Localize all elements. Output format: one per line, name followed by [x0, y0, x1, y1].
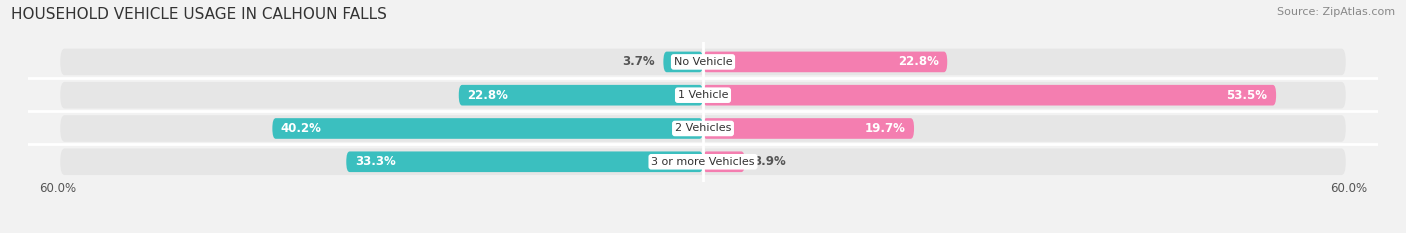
Text: 3.9%: 3.9% [754, 155, 786, 168]
FancyBboxPatch shape [703, 51, 948, 72]
Text: 22.8%: 22.8% [898, 55, 939, 69]
FancyBboxPatch shape [60, 115, 1346, 142]
Text: 40.2%: 40.2% [281, 122, 322, 135]
FancyBboxPatch shape [60, 148, 1346, 175]
Text: Source: ZipAtlas.com: Source: ZipAtlas.com [1277, 7, 1395, 17]
Text: 2 Vehicles: 2 Vehicles [675, 123, 731, 134]
Text: 53.5%: 53.5% [1226, 89, 1268, 102]
Text: 1 Vehicle: 1 Vehicle [678, 90, 728, 100]
FancyBboxPatch shape [60, 82, 1346, 109]
Text: 60.0%: 60.0% [39, 182, 76, 195]
Text: No Vehicle: No Vehicle [673, 57, 733, 67]
Text: 22.8%: 22.8% [467, 89, 508, 102]
Text: HOUSEHOLD VEHICLE USAGE IN CALHOUN FALLS: HOUSEHOLD VEHICLE USAGE IN CALHOUN FALLS [11, 7, 387, 22]
FancyBboxPatch shape [273, 118, 703, 139]
Text: 3.7%: 3.7% [623, 55, 655, 69]
Text: 19.7%: 19.7% [865, 122, 905, 135]
FancyBboxPatch shape [346, 151, 703, 172]
Legend: Owner-occupied, Renter-occupied: Owner-occupied, Renter-occupied [574, 230, 832, 233]
FancyBboxPatch shape [703, 151, 745, 172]
FancyBboxPatch shape [458, 85, 703, 106]
Text: 60.0%: 60.0% [1330, 182, 1367, 195]
FancyBboxPatch shape [703, 118, 914, 139]
Text: 33.3%: 33.3% [354, 155, 395, 168]
Text: 3 or more Vehicles: 3 or more Vehicles [651, 157, 755, 167]
FancyBboxPatch shape [703, 85, 1277, 106]
FancyBboxPatch shape [60, 49, 1346, 75]
FancyBboxPatch shape [664, 51, 703, 72]
